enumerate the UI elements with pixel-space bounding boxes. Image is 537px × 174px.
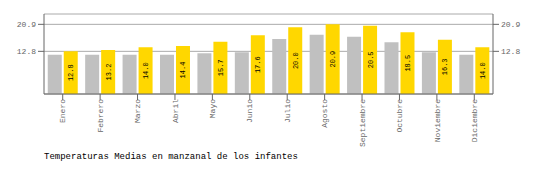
svg-text:13.2: 13.2 [105, 64, 113, 81]
svg-text:12.8: 12.8 [17, 47, 36, 56]
svg-text:20.0: 20.0 [292, 52, 300, 69]
svg-text:Marzo: Marzo [133, 99, 142, 123]
svg-text:14.4: 14.4 [179, 62, 187, 79]
svg-text:20.5: 20.5 [367, 51, 375, 68]
svg-text:20.9: 20.9 [501, 20, 520, 29]
svg-text:Febrero: Febrero [96, 99, 105, 133]
svg-text:Abril: Abril [171, 99, 180, 123]
svg-text:Junio: Junio [245, 99, 254, 123]
html-text:Temperaturas Medias en manzana: Temperaturas Medias en manzanal de los i… [44, 152, 298, 162]
svg-text:14.0: 14.0 [479, 62, 487, 79]
svg-text:Septiembre: Septiembre [358, 99, 367, 147]
svg-text:18.5: 18.5 [404, 55, 412, 72]
svg-text:20.9: 20.9 [329, 51, 337, 68]
svg-text:12.8: 12.8 [501, 47, 520, 56]
svg-text:Octubre: Octubre [395, 99, 404, 133]
svg-text:16.3: 16.3 [441, 58, 449, 75]
svg-text:Enero: Enero [58, 99, 67, 123]
svg-text:17.6: 17.6 [254, 56, 262, 73]
svg-text:Agosto: Agosto [320, 99, 329, 128]
svg-text:Diciembre: Diciembre [470, 99, 479, 142]
svg-text:12.8: 12.8 [67, 64, 75, 81]
svg-text:Julio: Julio [283, 99, 292, 123]
svg-text:15.7: 15.7 [217, 59, 225, 76]
svg-text:Noviembre: Noviembre [433, 99, 442, 142]
svg-text:14.0: 14.0 [142, 62, 150, 79]
svg-text:20.9: 20.9 [17, 20, 36, 29]
svg-text:Mayo: Mayo [208, 99, 217, 118]
